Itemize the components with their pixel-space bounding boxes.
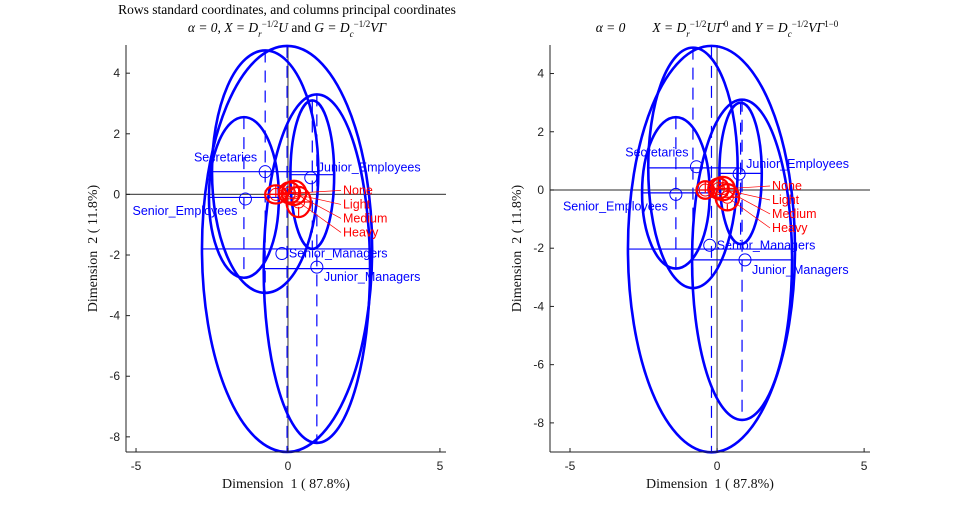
title-text: G = D	[314, 20, 350, 35]
x-tick-label: 0	[285, 459, 292, 473]
data-point-label: Junior_Employees	[746, 157, 849, 171]
data-point-marker	[275, 247, 289, 261]
title-text: α = 0	[596, 20, 626, 35]
title-text: U	[278, 20, 289, 35]
data-point-marker	[282, 186, 296, 200]
data-point-marker	[669, 187, 683, 201]
title-superscript: −1/2	[262, 19, 279, 29]
title-text: Y = D	[755, 20, 788, 35]
data-point-label: Senior_Managers	[717, 238, 816, 252]
data-point-label: Light	[343, 197, 371, 211]
label-leader-line	[727, 196, 771, 229]
title-text: and	[728, 20, 754, 35]
x-axis-label: Dimension 1 ( 87.8%)	[646, 477, 774, 492]
data-point-marker	[310, 260, 324, 274]
title-superscript: −1/2	[690, 19, 707, 29]
title-superscript: −1/2	[792, 19, 809, 29]
title-text: VΓ	[370, 20, 387, 35]
y-tick-label: -2	[533, 241, 544, 255]
data-point-label: Light	[772, 193, 800, 207]
data-point-marker	[703, 238, 717, 252]
data-point-marker	[732, 167, 746, 181]
y-tick-label: 4	[113, 66, 120, 80]
data-point-label: Medium	[772, 207, 816, 221]
data-point-marker	[287, 186, 301, 200]
y-tick-label: -6	[533, 358, 544, 372]
y-tick-label: 2	[113, 127, 120, 141]
data-point-marker	[689, 160, 703, 174]
label-leader-line	[275, 190, 341, 195]
title-text: Rows standard coordinates, and columns p…	[118, 2, 456, 17]
y-tick-label: -4	[109, 309, 120, 323]
x-tick-label: 5	[861, 459, 868, 473]
title-text: UΓ	[706, 20, 725, 35]
y-axis-label: Dimension 2 ( 11.8%)	[86, 184, 101, 312]
data-point-marker	[238, 192, 252, 206]
data-point-label: None	[343, 183, 373, 197]
title-superscript: 0	[724, 19, 729, 29]
data-point-label: Secretaries	[625, 146, 688, 160]
title-text: X = D	[651, 20, 686, 35]
y-tick-label: 4	[537, 67, 544, 81]
data-point-label: Junior_Managers	[324, 270, 421, 284]
title-text: α = 0,	[188, 20, 224, 35]
data-point-marker	[720, 190, 734, 204]
x-tick-label: 5	[437, 459, 444, 473]
y-tick-label: -6	[109, 369, 120, 383]
y-tick-label: -8	[533, 416, 544, 430]
chart-panel-2: α = 0 X = Dr−1/2UΓ0 and Y = Dc−1/2VΓ1−0S…	[510, 19, 870, 492]
x-axis-label: Dimension 1 ( 87.8%)	[222, 477, 350, 492]
data-point-marker	[698, 183, 712, 197]
data-point-marker	[712, 182, 726, 196]
title-superscript: 1−0	[824, 19, 839, 29]
title-subscript: c	[788, 29, 792, 39]
data-point-label: Senior_Employees	[133, 204, 238, 218]
title-superscript: −1/2	[354, 19, 371, 29]
data-point-label: None	[772, 179, 802, 193]
data-point-label: Secretaries	[194, 151, 257, 165]
data-point-label: Heavy	[343, 225, 379, 239]
chart-title-line: α = 0 X = Dr−1/2UΓ0 and Y = Dc−1/2VΓ1−0	[596, 19, 839, 39]
y-tick-label: -2	[109, 248, 120, 262]
data-point-label: Medium	[343, 211, 387, 225]
title-subscript: c	[350, 29, 354, 39]
title-subscript: r	[258, 29, 262, 39]
chart-title-line: α = 0, X = Dr−1/2U and G = Dc−1/2VΓ	[188, 19, 388, 39]
y-tick-label: -8	[109, 430, 120, 444]
data-point-label: Senior_Employees	[563, 199, 668, 213]
title-text: VΓ	[808, 20, 825, 35]
data-point-label: Junior_Employees	[318, 161, 421, 175]
y-tick-label: -4	[533, 299, 544, 313]
label-leader-line	[298, 201, 342, 233]
chart-title-line: Rows standard coordinates, and columns p…	[118, 2, 456, 17]
x-tick-label: -5	[565, 459, 576, 473]
data-point-label: Junior_Managers	[752, 263, 849, 277]
data-point-marker	[292, 195, 306, 209]
x-tick-label: 0	[714, 459, 721, 473]
data-point-label: Heavy	[772, 221, 808, 235]
y-axis-label: Dimension 2 ( 11.8%)	[510, 184, 525, 312]
data-point-marker	[269, 187, 283, 201]
title-text: X = D	[223, 20, 258, 35]
y-tick-label: 2	[537, 125, 544, 139]
chart-panel-1: Rows standard coordinates, and columns p…	[86, 2, 456, 492]
data-point-marker	[304, 171, 318, 185]
data-point-marker	[258, 165, 272, 179]
title-text: and	[288, 20, 314, 35]
data-point-marker	[738, 253, 752, 267]
title-text	[625, 20, 652, 35]
y-tick-label: 0	[113, 187, 120, 201]
title-subscript: r	[686, 29, 690, 39]
x-tick-label: -5	[131, 459, 142, 473]
data-point-label: Senior_Managers	[289, 247, 388, 261]
label-leader-line	[705, 185, 771, 191]
y-tick-label: 0	[537, 183, 544, 197]
data-point-marker	[716, 182, 730, 196]
